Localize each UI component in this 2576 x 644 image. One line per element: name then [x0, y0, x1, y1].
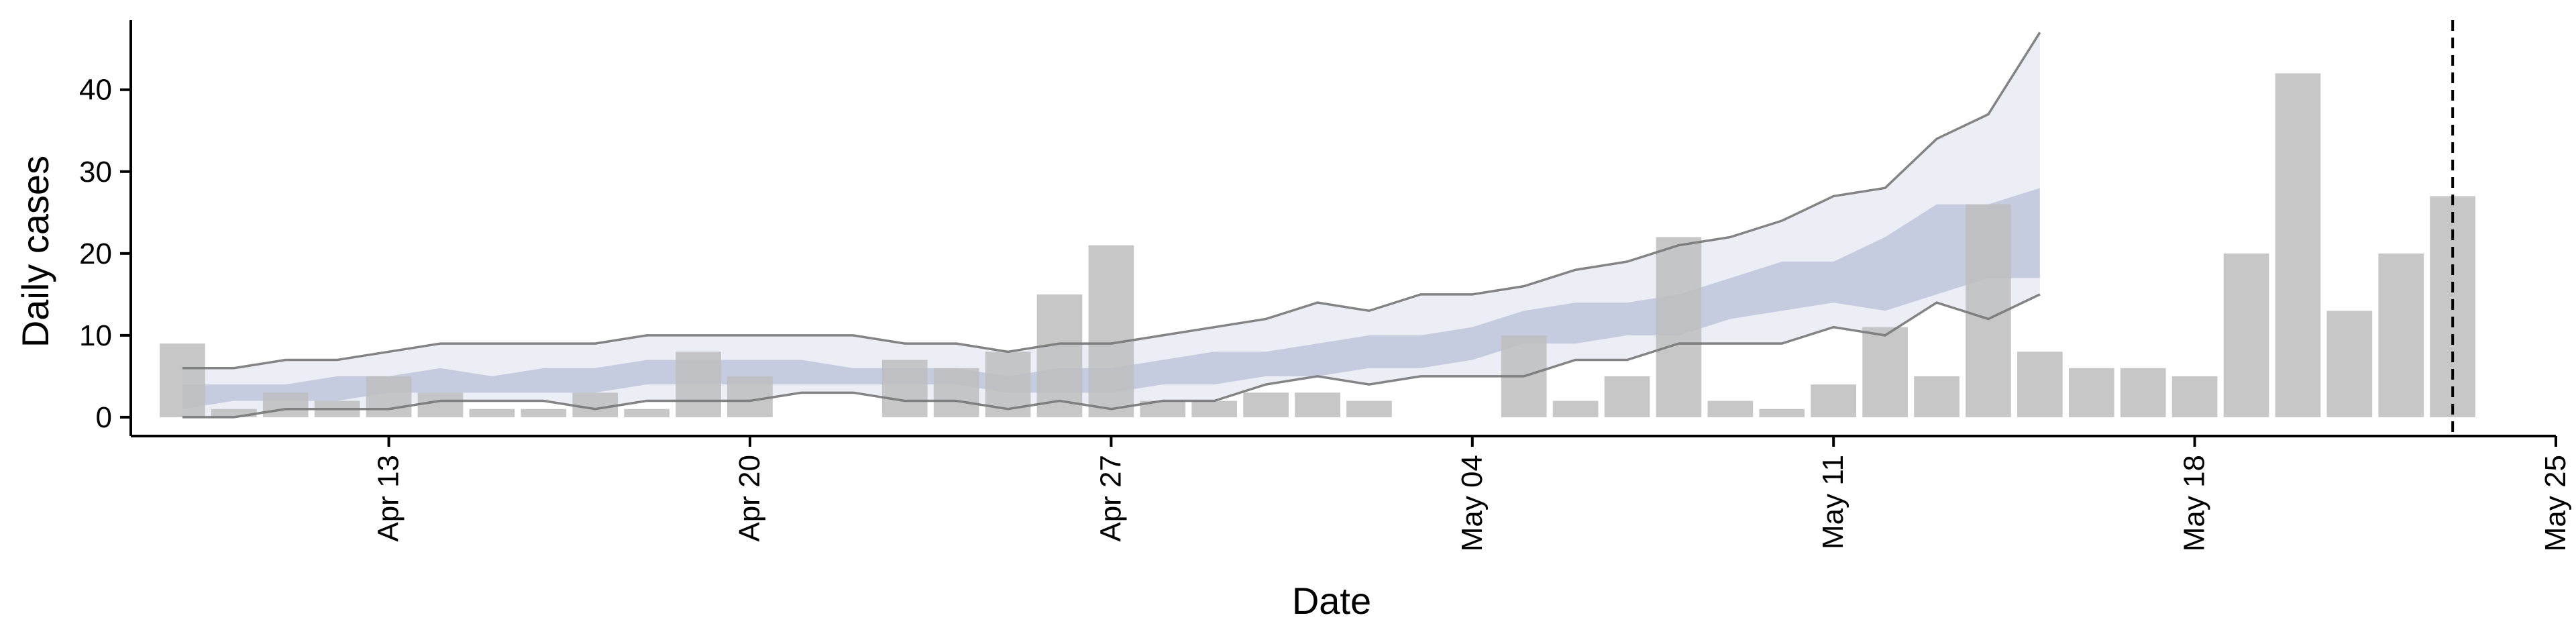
x-tick-label-2020-05-18: May 18: [2178, 455, 2211, 551]
x-axis-title: Date: [1292, 580, 1371, 622]
bar-2020-05-01: [1295, 392, 1340, 417]
bar-2020-05-06: [1552, 400, 1599, 417]
y-tick-label-0: 0: [96, 401, 112, 434]
bar-2020-05-12: [1862, 327, 1908, 417]
bar-2020-05-07: [1604, 376, 1650, 417]
ticks: 0 10 20 30 40 Apr 13 Apr 20 Apr 27 May 04 May 11 M…: [79, 74, 2572, 552]
bar-2020-04-14: [417, 392, 464, 417]
outer-lower-line: [182, 293, 2041, 419]
x-tick-label-2020-04-13: Apr 13: [372, 455, 405, 542]
outer-credible-band: [182, 32, 2040, 417]
bar-2020-05-02: [1346, 400, 1392, 417]
bar-2020-05-18: [2171, 376, 2218, 417]
bar-2020-05-19: [2223, 253, 2269, 417]
y-axis-title: Daily cases: [14, 156, 56, 347]
bar-2020-04-27: [1088, 245, 1134, 417]
bar-2020-05-13: [1914, 376, 1960, 417]
x-tick-label-2020-05-04: May 04: [1456, 455, 1489, 551]
outer-upper-line: [182, 32, 2041, 370]
bar-2020-04-15: [469, 409, 515, 417]
y-tick-label-20: 20: [79, 237, 112, 270]
bar-2020-04-20: [727, 376, 773, 417]
bar-2020-04-18: [624, 409, 669, 417]
bar-2020-05-20: [2275, 73, 2321, 417]
bar-2020-05-15: [2017, 352, 2063, 417]
bar-2020-04-09: [160, 343, 205, 417]
bar-2020-04-13: [366, 376, 412, 417]
bar-2020-04-30: [1243, 392, 1289, 417]
bar-2020-05-17: [2120, 368, 2166, 417]
bar-2020-04-19: [676, 352, 721, 417]
bar-2020-04-24: [933, 368, 979, 417]
bar-2020-04-29: [1191, 400, 1238, 417]
bar-2020-05-09: [1707, 400, 1754, 417]
bar-2020-05-11: [1811, 384, 1857, 417]
bar-2020-05-08: [1656, 237, 1702, 417]
bar-2020-04-16: [521, 409, 567, 417]
bars: [160, 73, 2476, 417]
bar-2020-04-23: [881, 360, 928, 417]
x-tick-label-2020-05-11: May 11: [1817, 455, 1849, 549]
bar-2020-05-22: [2378, 253, 2424, 417]
y-tick-label-40: 40: [79, 74, 112, 107]
bar-2020-04-10: [211, 409, 257, 417]
bar-2020-05-10: [1759, 409, 1805, 417]
bar-2020-05-16: [2068, 368, 2114, 417]
bar-2020-04-11: [262, 392, 309, 417]
x-tick-label-2020-05-25: May 25: [2539, 455, 2572, 551]
y-tick-label-10: 10: [79, 319, 112, 352]
y-tick-label-30: 30: [79, 156, 112, 189]
bar-2020-04-17: [572, 392, 619, 417]
overlay: [182, 20, 2455, 436]
x-tick-label-2020-04-20: Apr 20: [733, 455, 766, 542]
bar-2020-05-21: [2326, 311, 2373, 417]
x-tick-label-2020-04-27: Apr 27: [1094, 455, 1127, 542]
bar-2020-04-26: [1036, 294, 1083, 417]
